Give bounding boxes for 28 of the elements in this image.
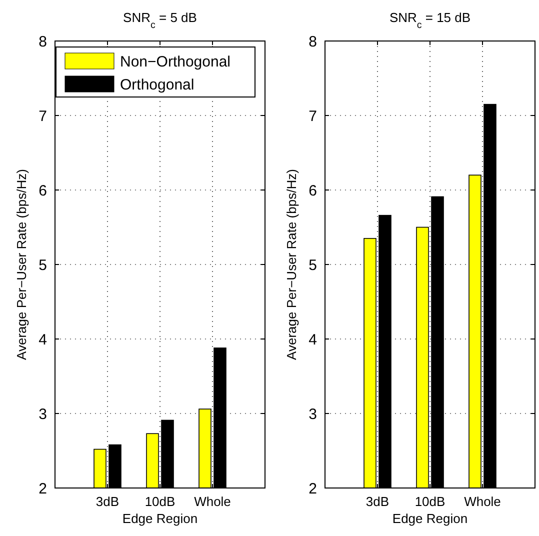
x-axis-title: Edge Region [392,511,468,526]
x-tick-label: 10dB [414,494,446,509]
legend-label: Non−Orthogonal [120,53,230,70]
x-tick-label: Whole [464,494,501,509]
y-tick-label: 4 [38,331,47,348]
y-tick-label: 3 [308,406,317,423]
y-tick-label: 5 [38,256,47,274]
y-tick-label: 8 [308,33,317,50]
y-tick-label: 6 [38,182,47,200]
x-tick-label: 10dB [144,494,176,509]
x-tick-label: Whole [194,494,231,509]
y-tick-label: 2 [308,480,317,498]
y-tick-label: 8 [38,33,47,50]
x-tick-label: 3dB [366,494,390,509]
y-tick-label: 7 [308,108,317,125]
y-axis-title: Average Per−User Rate (bps/Hz) [284,169,299,360]
y-tick-label: 2 [38,480,47,498]
y-tick-label: 7 [38,108,47,125]
chart-title: SNR$_{c}$ = 15 dB [389,10,471,30]
legend-label: Orthogonal [120,76,194,94]
y-axis-title: Average Per−User Rate (bps/Hz) [14,169,29,360]
chart-title: SNR$_{c}$ = 5 dB [123,10,197,30]
y-tick-label: 6 [308,182,317,200]
x-axis-title: Edge Region [122,511,198,526]
x-tick-label: 3dB [96,494,120,509]
y-tick-label: 4 [308,331,317,348]
y-tick-label: 5 [308,256,317,274]
y-tick-label: 3 [38,406,47,423]
